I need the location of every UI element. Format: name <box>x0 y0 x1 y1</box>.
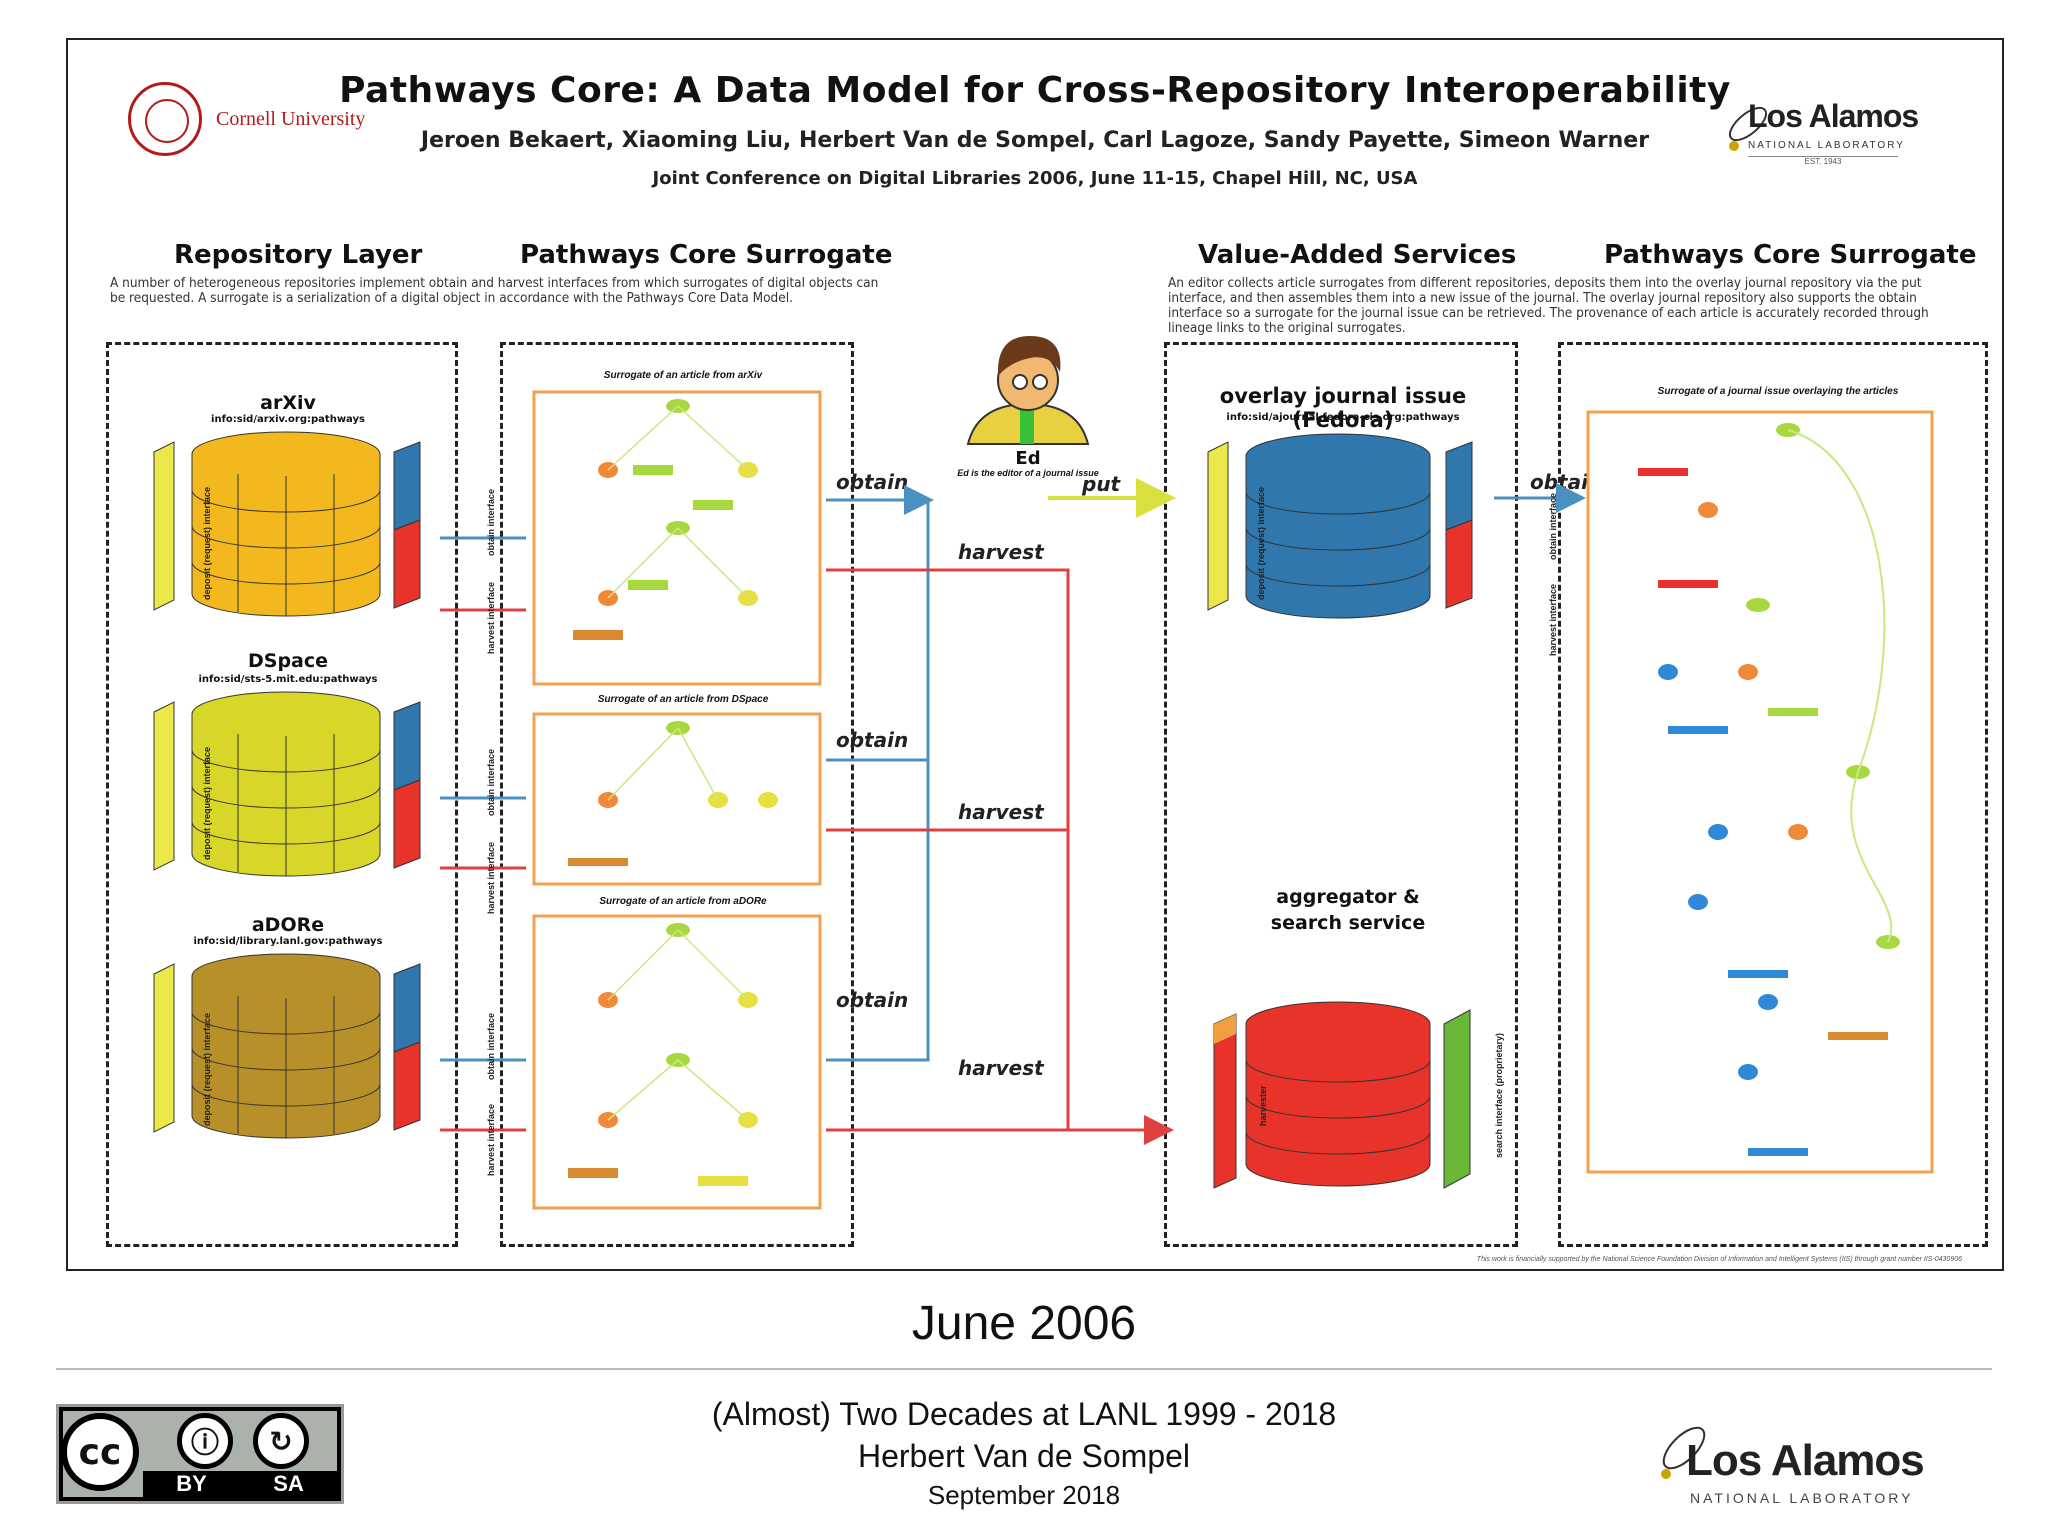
heading-surrogate-left: Pathways Core Surrogate <box>520 240 893 270</box>
cornell-seal-icon <box>128 82 202 156</box>
cc-license-badge[interactable]: cc ⓘ ↻ BY SA <box>56 1404 344 1504</box>
aggregator-line2: search service <box>1270 912 1426 934</box>
repo-adore-id: info:sid/library.lanl.gov:pathways <box>193 936 383 947</box>
interface-deposit-3: deposit (request) interface <box>202 1013 212 1126</box>
repo-dspace-name: DSpace <box>247 650 329 672</box>
label-obtain-1: obtain <box>836 470 909 494</box>
lanl-footer-name: Los Alamos <box>1686 1436 1925 1485</box>
cornell-name: Cornell University <box>216 107 366 130</box>
aggregator-cylinder <box>1213 1001 1471 1189</box>
surrogate-arxiv-title: Surrogate of an article from arXiv <box>603 370 763 381</box>
footer-author: Herbert Van de Sompel <box>857 1438 1191 1474</box>
poster-conference: Joint Conference on Digital Libraries 20… <box>652 168 1418 189</box>
overlay-id: info:sid/ajournal.fedora-cis.org:pathway… <box>1226 412 1460 423</box>
surrogate-graph-nodes <box>568 399 1900 1186</box>
surrogate-journal-title: Surrogate of a journal issue overlaying … <box>1657 386 1899 397</box>
overlay-name: overlay journal issue (Fedora) <box>1219 384 1467 432</box>
by-person-icon: ⓘ <box>177 1413 233 1469</box>
funding-note: This work is financially supported by th… <box>1476 1256 1962 1263</box>
footer-title: (Almost) Two Decades at LANL 1999 - 2018 <box>711 1396 1337 1432</box>
poster: Cornell University Pathways Core: A Data… <box>66 38 2004 1271</box>
repo-adore-cylinder <box>153 953 421 1139</box>
editor-caption: Ed is the editor of a journal issue <box>957 468 1099 478</box>
label-harvest-2: harvest <box>958 800 1044 824</box>
lanl-sub: NATIONAL LABORATORY <box>1748 140 1905 151</box>
poster-title: Pathways Core: A Data Model for Cross-Re… <box>339 70 1731 111</box>
footer-divider <box>56 1368 1992 1370</box>
lanl-atom-icon <box>1728 106 1768 151</box>
interface-harvest-3: harvest interface <box>486 1104 496 1176</box>
interface-deposit-2: deposit (request) interface <box>202 747 212 860</box>
diagram-graphics: deposit (request) interface deposit (req… <box>153 336 1934 1210</box>
repo-dspace-id: info:sid/sts-5.mit.edu:pathways <box>198 674 378 685</box>
poster-authors: Jeroen Bekaert, Xiaoming Liu, Herbert Va… <box>420 128 1650 153</box>
cornell-logo: Cornell University <box>128 82 365 156</box>
surrogate-adore-title: Surrogate of an article from aDORe <box>599 896 767 907</box>
interface-obtain-overlay: obtain interface <box>1548 493 1558 560</box>
interface-search: search interface (proprietary) <box>1494 1033 1504 1158</box>
interface-deposit-overlay: deposit (request) interface <box>1256 487 1266 600</box>
repo-arxiv-id: info:sid/arxiv.org:pathways <box>211 414 365 425</box>
surrogate-right-box <box>1558 342 1988 1247</box>
lanl-footer-sub: NATIONAL LABORATORY <box>1690 1490 1914 1506</box>
aggregator-line1: aggregator & <box>1276 886 1420 908</box>
lanl-logo-top: Los Alamos NATIONAL LABORATORY EST. 1943 <box>1712 70 1932 180</box>
interface-harvester: harvester <box>1258 1085 1268 1126</box>
label-put: put <box>1082 472 1121 496</box>
label-harvest-3: harvest <box>958 1056 1044 1080</box>
heading-surrogate-right: Pathways Core Surrogate <box>1604 240 1977 270</box>
lanl-logo-footer: Los Alamos NATIONAL LABORATORY <box>1640 1404 1960 1514</box>
heading-value-added: Value-Added Services <box>1198 240 1517 270</box>
editor-name: Ed <box>1015 448 1041 469</box>
editor-icon <box>966 336 1090 445</box>
interface-obtain-1: obtain interface <box>486 489 496 556</box>
cc-icon: cc <box>61 1413 139 1491</box>
value-added-box <box>1164 342 1518 1247</box>
sa-icon: ↻ <box>253 1413 309 1469</box>
interface-harvest-overlay: harvest interface <box>1548 584 1558 656</box>
obtain-lines <box>826 498 930 1062</box>
lanl-est: EST. 1943 <box>1748 156 1898 166</box>
heading-repository-layer: Repository Layer <box>174 240 423 270</box>
slide-date: June 2006 <box>911 1297 1137 1350</box>
lanl-name: Los Alamos <box>1748 98 1919 134</box>
surrogate-dspace-title: Surrogate of an article from DSpace <box>597 694 769 705</box>
repo-dspace-cylinder <box>153 691 421 877</box>
footer-date: September 2018 <box>927 1480 1121 1510</box>
label-obtain-3: obtain <box>836 988 909 1012</box>
interface-obtain-3: obtain interface <box>486 1013 496 1080</box>
cc-by-label: BY <box>176 1471 207 1496</box>
label-harvest-1: harvest <box>958 540 1044 564</box>
repo-adore-name: aDORe <box>251 914 325 936</box>
description-right: An editor collects article surrogates fr… <box>1168 275 1929 336</box>
description-left: A number of heterogeneous repositories i… <box>110 275 879 306</box>
overlay-journal-cylinder <box>1207 433 1473 619</box>
surrogate-left-box <box>500 342 854 1247</box>
interface-obtain-2: obtain interface <box>486 749 496 816</box>
lanl-atom-footer-icon <box>1661 1426 1706 1479</box>
harvest-lines <box>826 568 1168 1130</box>
interface-deposit-1: deposit (request) interface <box>202 487 212 600</box>
repo-arxiv-name: arXiv <box>260 392 316 414</box>
label-obtain-2: obtain <box>836 728 909 752</box>
surrogate-arxiv-box <box>532 390 822 686</box>
repo-arxiv-cylinder <box>153 431 421 617</box>
cc-sa-label: SA <box>273 1471 304 1496</box>
surrogate-journal-box <box>1586 410 1934 1174</box>
interface-harvest-2: harvest interface <box>486 842 496 914</box>
interface-harvest-1: harvest interface <box>486 582 496 654</box>
repository-layer-box <box>106 342 458 1247</box>
